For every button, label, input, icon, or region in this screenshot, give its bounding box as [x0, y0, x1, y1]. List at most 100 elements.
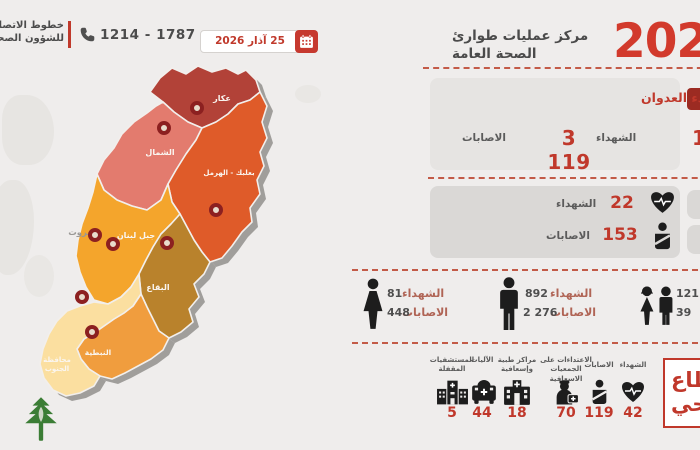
aggression-injuries-label: الاصابات [462, 132, 506, 144]
map-pin-north [157, 121, 171, 135]
women-martyrs-value: 81 [387, 287, 403, 300]
ministry-name: الجمهورية اللبنانية وزارة الصحة العامة [0, 406, 18, 429]
map-pin-bekaa [160, 236, 174, 250]
map-label-baalbek-hermel: بعلبك - الهرمل [203, 169, 255, 177]
aid-orgs-attacks-value: 70 [556, 405, 576, 421]
phone-icon [79, 26, 96, 43]
label-line: الاصابات [584, 361, 614, 369]
cutoff-panel-fragment [687, 225, 700, 254]
ambulance-icon [470, 379, 498, 405]
injured-person-icon [651, 222, 674, 250]
map-pin-baalbek [209, 203, 223, 217]
map-label-south-line1: محافظة [43, 356, 71, 364]
watermark-shape [24, 255, 54, 297]
heart-pulse-icon [650, 191, 675, 214]
label-line: الآليات [470, 356, 494, 364]
map-pin-nabatieh [85, 325, 99, 339]
cutoff-red-box [687, 88, 700, 110]
label-line: الشهداء [619, 361, 647, 369]
map-label-south: محافظة الجنوب [33, 356, 81, 374]
aggression-martyrs-value: 1 [692, 126, 700, 150]
sector-martyrs-label: الشهداء [613, 361, 653, 370]
men-injuries-value: 2 276 [523, 306, 558, 319]
divider-bar [68, 21, 71, 48]
men-martyrs-label: الشهداء [550, 287, 593, 300]
heart-pulse-icon [621, 381, 645, 403]
sector-injuries-value: 119 [584, 405, 614, 421]
closed-hospitals-label: المستشفيات المقفلة [426, 356, 478, 375]
children-martyrs-value: 121 [676, 287, 699, 300]
children-injuries-value: 39 [676, 306, 692, 319]
daily-martyrs-value: 22 [610, 193, 634, 213]
label-line: المقفلة [438, 365, 466, 374]
aggression-martyrs-label: الشهداء [596, 132, 637, 144]
date-text: 25 آذار 2026 [215, 35, 285, 47]
watermark-shape [2, 95, 54, 165]
vehicles-value: 44 [472, 405, 492, 421]
region-bekaa [138, 213, 211, 339]
label-line: المستشفيات [429, 356, 475, 364]
report-year: 2025 [613, 14, 700, 69]
map-label-beirut: بيروت [68, 228, 94, 238]
separator [352, 269, 700, 271]
women-martyrs-label: الشهداء [402, 287, 445, 300]
aggression-heading: منذ بدء العدوان [641, 90, 700, 105]
map-pin-akkar [190, 101, 204, 115]
sector-injuries-label: الاصابات [578, 361, 620, 370]
separator [423, 67, 700, 69]
medical-centers-label: مراكز طبية وإسعافية [491, 356, 543, 375]
hotline-numbers: 1214 - 1787 [100, 27, 196, 43]
women-injuries-value: 448 [387, 306, 410, 319]
ministry-name-line1: الجمهورية اللبنانية [0, 406, 18, 417]
injured-person-icon [589, 379, 610, 405]
daily-injuries-label: الاصابات [546, 230, 590, 242]
aggression-panel [430, 78, 680, 170]
hotline-label-line2: للشؤون الصحية [0, 33, 64, 44]
medical-centers-value: 18 [507, 405, 527, 421]
watermark-shape [295, 85, 321, 103]
daily-panel [430, 186, 680, 258]
men-injuries-label: الاصابات [550, 306, 597, 319]
daily-injuries-value: 153 [602, 225, 638, 245]
page-title: مركز عمليات طوارئ الصحة العامة [452, 27, 612, 63]
map-pin-coast-south [75, 290, 89, 304]
moph-cedar-logo [22, 396, 60, 442]
children-icon [638, 284, 676, 330]
map-label-nabatieh: النبطية [84, 348, 112, 357]
map-label-mount-lebanon: جبل لبنان [116, 231, 156, 240]
health-sector-box-line2: الصحي [671, 391, 700, 416]
label-line: الجمعيات الاسعافية [549, 365, 583, 383]
clinic-icon [503, 379, 531, 405]
men-martyrs-value: 892 [525, 287, 548, 300]
paramedic-icon [553, 379, 580, 405]
sector-martyrs-value: 42 [623, 405, 643, 421]
map-label-south-line2: الجنوب [44, 364, 70, 373]
vehicles-label: الآليات [458, 356, 506, 365]
daily-martyrs-label: الشهداء [556, 198, 597, 210]
page-title-line2: الصحة العامة [452, 46, 537, 63]
map-label-akkar: عكار [213, 94, 231, 103]
label-line: الاعتداءات على [540, 356, 592, 364]
women-injuries-label: الاصابات [402, 306, 449, 319]
aggression-injuries-value: 3 119 [547, 126, 591, 174]
man-icon [496, 276, 522, 332]
health-sector-box: القطاع الصحي [663, 358, 700, 428]
map-pin-beirut [88, 228, 102, 242]
hospital-icon [436, 379, 469, 405]
map-pin-mount-lebanon [106, 237, 120, 251]
separator [428, 177, 700, 179]
ministry-name-line2: وزارة الصحة العامة [0, 417, 18, 428]
aid-orgs-attacks-label: الاعتداءات على الجمعيات الاسعافية [536, 356, 596, 384]
separator [352, 342, 700, 344]
page-title-line1: مركز عمليات طوارئ [452, 28, 589, 44]
date-pill: 25 آذار 2026 [200, 30, 318, 53]
cutoff-panel-fragment [687, 190, 700, 219]
closed-hospitals-value: 5 [447, 405, 457, 421]
map-label-north: الشمال [145, 148, 175, 157]
calendar-icon [295, 30, 318, 53]
label-line: مراكز طبية [497, 356, 537, 364]
map-label-bekaa: البقاع [146, 283, 170, 292]
